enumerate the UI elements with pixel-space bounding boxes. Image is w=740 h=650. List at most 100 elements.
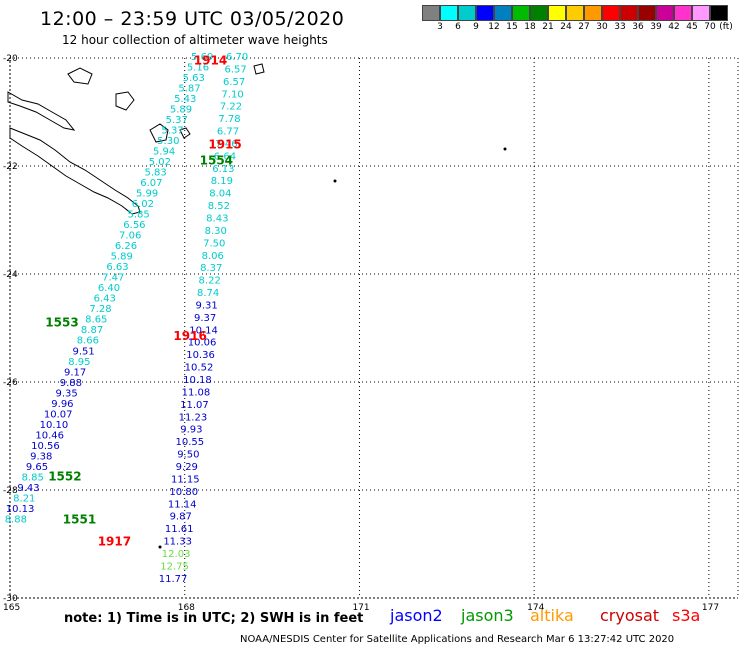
wave-height-value: 9.38 — [30, 451, 52, 462]
wave-height-value: 6.13 — [212, 164, 234, 175]
coastline-islet-2 — [333, 179, 337, 183]
legend-item-cryosat: cryosat — [600, 606, 660, 625]
wave-height-value: 8.43 — [206, 214, 228, 225]
wave-height-value: 5.37 — [166, 115, 188, 126]
wave-height-value: 5.99 — [136, 189, 158, 200]
scale-label: 12 — [488, 22, 500, 32]
lon-tick-label: 165 — [3, 603, 20, 613]
scale-swatch — [548, 5, 566, 21]
wave-height-value: 5.85 — [128, 210, 150, 221]
wave-height-value: 11.77 — [159, 574, 188, 585]
wave-height-value: 5.89 — [111, 252, 133, 263]
wave-height-value: 12.03 — [162, 549, 191, 560]
wave-height-value: 12.75 — [160, 561, 189, 572]
scale-swatch — [602, 5, 620, 21]
coastline-islet-3 — [158, 545, 162, 549]
wave-height-value: 9.87 — [170, 512, 192, 523]
lon-tick-label: 171 — [352, 603, 369, 613]
coastline-island-2 — [115, 91, 135, 111]
wave-height-value: 9.65 — [26, 462, 48, 473]
wave-height-value: 6.70 — [226, 52, 248, 63]
wave-height-value: 7.47 — [102, 273, 124, 284]
legend-item-altika: altika — [530, 606, 574, 625]
scale-swatch — [692, 5, 710, 21]
coastline-vanuatu-west — [7, 91, 76, 131]
pass-number: 1553 — [45, 316, 78, 330]
legend-item-jason3: jason3 — [461, 606, 514, 625]
wave-height-value: 8.74 — [197, 288, 219, 299]
scale-swatch — [422, 5, 440, 21]
scale-swatch — [458, 5, 476, 21]
coastline-island-1 — [67, 67, 93, 85]
wave-height-value: 5.69 — [191, 52, 213, 63]
wave-height-value: 8.06 — [202, 251, 224, 262]
scale-swatch — [512, 5, 530, 21]
wave-height-value: 5.30 — [157, 136, 179, 147]
wave-height-value: 5.37 — [161, 126, 183, 137]
scale-swatch — [638, 5, 656, 21]
wave-height-value: 6.26 — [115, 241, 137, 252]
wave-height-value: 10.18 — [183, 375, 212, 386]
wave-height-value: 10.07 — [44, 409, 73, 420]
scale-label: 36 — [632, 22, 644, 32]
wave-height-value: 10.46 — [35, 430, 64, 441]
legend-item-s3a: s3a — [672, 606, 701, 625]
coastline-islet-1 — [503, 147, 507, 151]
wave-height-value: 6.64 — [214, 151, 236, 162]
page-subtitle: 12 hour collection of altimeter wave hei… — [62, 33, 328, 47]
scale-swatch — [656, 5, 674, 21]
scale-label: 24 — [560, 22, 572, 32]
wave-height-value: 6.02 — [132, 199, 154, 210]
wave-height-value: 9.35 — [56, 388, 78, 399]
coastline-island-4 — [179, 127, 191, 139]
wave-height-value: 6.63 — [106, 262, 128, 273]
wave-height-value: 9.31 — [195, 300, 217, 311]
wave-height-value: 5.63 — [183, 73, 205, 84]
scale-swatch — [476, 5, 494, 21]
wave-height-value: 6.77 — [217, 127, 239, 138]
wave-height-value: 11.61 — [165, 524, 194, 535]
wave-height-value: 9.43 — [17, 483, 39, 494]
wave-height-value: 10.52 — [185, 363, 214, 374]
scale-swatch — [584, 5, 602, 21]
scale-label: 42 — [668, 22, 680, 32]
wave-height-value: 8.85 — [22, 472, 44, 483]
wave-height-value: 9.93 — [180, 425, 202, 436]
wave-height-value: 11.23 — [179, 412, 208, 423]
scale-label: 18 — [524, 22, 536, 32]
wave-height-value: 8.66 — [77, 336, 99, 347]
wave-height-value: 7.46 — [215, 139, 237, 150]
wave-height-value: 6.40 — [98, 283, 120, 294]
coastline-main-island — [9, 127, 141, 215]
page-title: 12:00 – 23:59 UTC 03/05/2020 — [40, 8, 345, 30]
wave-height-value: 8.88 — [5, 514, 27, 525]
wave-height-value: 6.07 — [140, 178, 162, 189]
scale-label: 27 — [578, 22, 590, 32]
coastline — [7, 63, 507, 549]
wave-height-value: 9.29 — [176, 462, 198, 473]
pass-number: 1914 — [194, 54, 227, 68]
wave-height-value: 8.30 — [205, 226, 227, 237]
wave-height-value: 8.04 — [209, 189, 231, 200]
wave-height-value: 10.10 — [40, 420, 69, 431]
lat-tick-label: -30 — [3, 594, 18, 604]
scale-swatch — [674, 5, 692, 21]
wave-height-value: 5.83 — [144, 168, 166, 179]
wave-height-value: 5.87 — [178, 84, 200, 95]
wave-height-value: 8.87 — [81, 325, 103, 336]
altimeter-tracks: 5.695.165.635.875.435.895.375.375.305.94… — [5, 52, 249, 585]
scale-swatch — [494, 5, 512, 21]
scale-unit: (ft) — [719, 22, 733, 32]
map-frame — [9, 57, 739, 599]
coastline-island-5 — [253, 63, 265, 75]
wave-height-value: 7.10 — [221, 89, 243, 100]
wave-height-value: 7.78 — [218, 114, 240, 125]
scale-label: 15 — [506, 22, 518, 32]
scale-label: 33 — [614, 22, 626, 32]
scale-swatch — [566, 5, 584, 21]
wave-height-value: 5.94 — [153, 147, 175, 158]
wave-height-value: 6.57 — [224, 64, 246, 75]
lon-tick-label: 174 — [527, 603, 544, 613]
wave-height-value: 5.02 — [149, 157, 171, 168]
wave-height-value: 6.43 — [94, 294, 116, 305]
